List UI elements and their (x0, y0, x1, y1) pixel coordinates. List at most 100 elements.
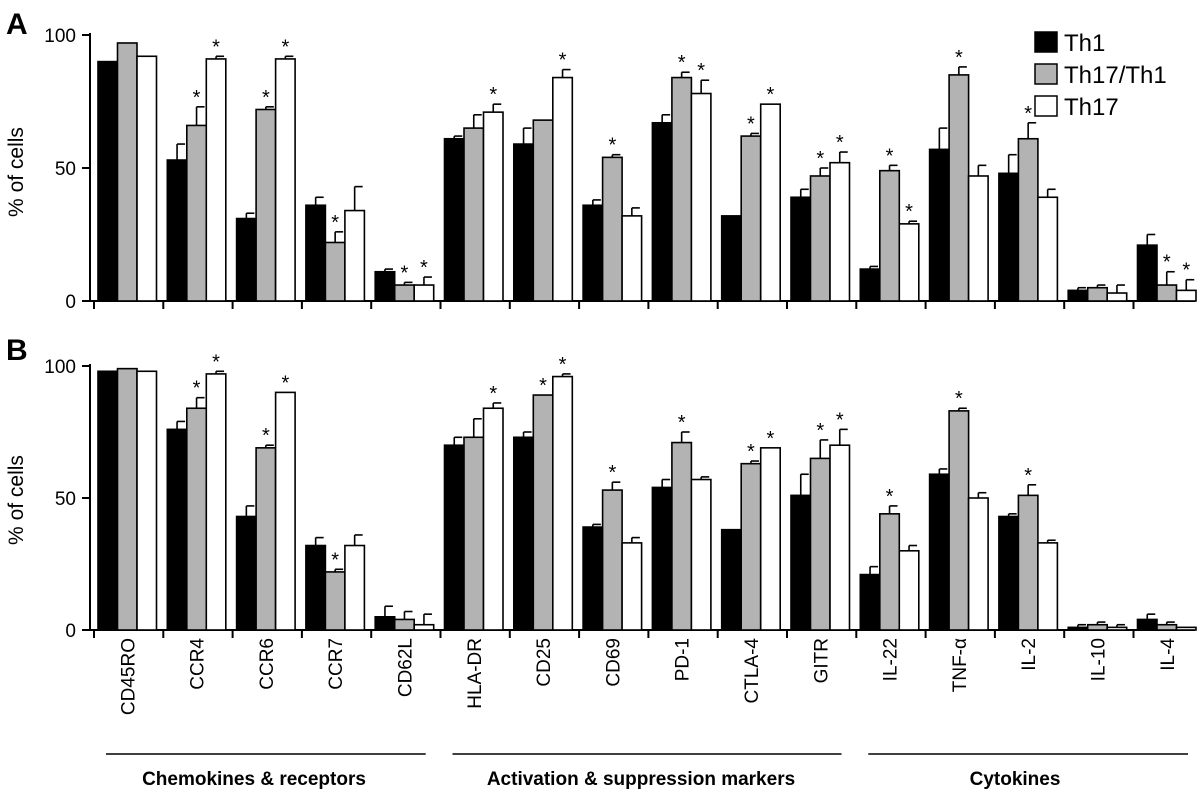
panel-a-bar (1136, 244, 1158, 302)
panel-b-bar (532, 394, 554, 631)
panel-a-significance-star: * (816, 148, 824, 170)
panel-b-bar (482, 407, 504, 631)
panel-b-significance-star: * (193, 378, 201, 400)
panel-a-bar (413, 284, 435, 302)
panel-a-bar (136, 55, 158, 302)
panel-a-y-tick-label: 100 (44, 26, 76, 47)
category-label: IL-22 (881, 638, 902, 681)
group-label-activation: Activation & suppression markers (487, 769, 795, 790)
panel-b-bar (1017, 494, 1039, 631)
panel-b-bar (948, 410, 970, 631)
panel-b-significance-star: * (816, 420, 824, 442)
panel-a-significance-star: * (767, 84, 775, 106)
panel-b-significance-star: * (886, 486, 894, 508)
category-label: CCR4 (188, 638, 209, 690)
panel-a-bar (443, 137, 465, 302)
chart-layer: 0 50 100 * * * * * * * * * * * * * * * * * * * * * * 0 50 100 * * * * * *… (44, 26, 1197, 755)
panel-b-bar (790, 494, 812, 631)
panel-b-bar (344, 544, 366, 631)
panel-a-bar (967, 175, 989, 302)
panel-b-bar (1156, 623, 1178, 631)
panel-a-bar (621, 215, 643, 302)
panel-b-bar (116, 367, 138, 631)
panel-a-bar (482, 111, 504, 302)
panel-a-significance-star: * (955, 47, 963, 69)
group-label-chemokines: Chemokines & receptors (142, 769, 366, 790)
category-label: CCR7 (326, 638, 347, 690)
panel-b-significance-star: * (281, 372, 289, 394)
panel-a-significance-star: * (401, 262, 409, 284)
panel-b-bar (898, 549, 920, 631)
panel-a-bar (1067, 289, 1089, 302)
panel-a-bar (393, 284, 416, 302)
panel-b-bar (878, 513, 901, 631)
panel-b-significance-star: * (747, 441, 755, 463)
panel-a-bar (97, 60, 119, 302)
legend-swatch-th17 (1034, 95, 1058, 117)
panel-a-bar (601, 156, 623, 302)
panel-a-bar (1037, 196, 1059, 302)
panel-a-bar (1156, 284, 1178, 302)
panel-a-bar (898, 223, 920, 302)
panel-a-bar (790, 196, 812, 302)
panel-a-bar (809, 175, 831, 302)
category-label: CD62L (395, 638, 416, 697)
panel-a-significance-star: * (1182, 260, 1190, 282)
panel-a-significance-star: * (1024, 103, 1032, 125)
panel-a-significance-star: * (489, 84, 497, 106)
panel-b-significance-star: * (559, 354, 567, 376)
panel-a-bar (255, 108, 277, 302)
panel-a-bar (582, 204, 604, 302)
panel-b-significance-star: * (262, 425, 270, 447)
panel-b-bar (651, 486, 673, 631)
panel-a-significance-star: * (697, 60, 705, 82)
panel-a-significance-star: * (678, 52, 686, 74)
panel-a-bar (759, 103, 782, 302)
panel-a-bar (463, 127, 485, 302)
panel-a-significance-star: * (281, 36, 289, 58)
panel-a-bar (186, 124, 208, 302)
category-label: IL-4 (1158, 638, 1179, 671)
panel-a-bar (740, 135, 762, 302)
panel-b-bar (305, 544, 327, 631)
panel-b-significance-star: * (539, 375, 547, 397)
panel-a-bar (1017, 137, 1039, 302)
category-label: IL-10 (1088, 638, 1109, 681)
panel-b-bar (374, 615, 396, 631)
panel-b-bar (690, 478, 712, 631)
panel-b-significance-star: * (489, 383, 497, 405)
panel-a-significance-star: * (608, 135, 616, 157)
panel-a-significance-star: * (331, 212, 339, 234)
category-label: PD-1 (673, 638, 694, 681)
panel-a-y-axis-label: % of cells (5, 127, 28, 217)
panel-b-significance-star: * (678, 412, 686, 434)
legend-label-th17-th1: Th17/Th1 (1064, 62, 1167, 89)
panel-a-bar (344, 209, 366, 302)
panel-a-bar (512, 143, 535, 302)
panel-b-bar (809, 457, 831, 631)
panel-a-bar (532, 119, 554, 302)
panel-b-bar (463, 436, 485, 631)
category-label: IL-2 (1019, 638, 1040, 671)
category-label: CD25 (534, 638, 555, 687)
category-label: CCR6 (257, 638, 278, 690)
panel-a-bar (1086, 286, 1108, 302)
panel-b-bar (720, 528, 743, 631)
panel-b-bar (393, 618, 416, 631)
panel-b-bar (136, 370, 158, 631)
panel-a-significance-star: * (212, 36, 220, 58)
panel-letter-b: B (6, 334, 28, 367)
panel-b-bar (443, 444, 465, 631)
panel-b-bar (413, 623, 435, 631)
legend: Th1 Th17/Th1 Th17 (1034, 30, 1167, 121)
panel-a-bar (859, 268, 881, 302)
panel-b-bar (759, 447, 782, 631)
panel-b-bar (551, 375, 574, 631)
group-label-cytokines: Cytokines (970, 769, 1061, 790)
panel-b-significance-star: * (836, 409, 844, 431)
panel-b-bar (166, 428, 188, 631)
panel-a-significance-star: * (559, 50, 567, 72)
panel-a-significance-star: * (262, 87, 270, 109)
panel-a-significance-star: * (1163, 252, 1171, 274)
panel-a-significance-star: * (905, 201, 913, 223)
